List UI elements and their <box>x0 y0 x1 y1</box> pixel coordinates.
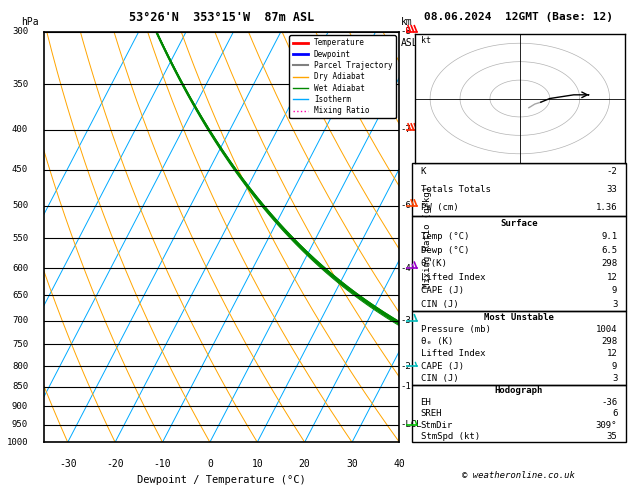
Text: 08.06.2024  12GMT (Base: 12): 08.06.2024 12GMT (Base: 12) <box>425 12 613 22</box>
Bar <box>412 385 626 442</box>
Text: Surface: Surface <box>500 219 538 227</box>
Bar <box>412 163 626 216</box>
Text: Hodograph: Hodograph <box>495 386 543 395</box>
Text: Temp (°C): Temp (°C) <box>421 232 469 241</box>
Text: 9: 9 <box>612 286 617 295</box>
Text: CAPE (J): CAPE (J) <box>421 286 464 295</box>
Text: 9: 9 <box>612 362 617 371</box>
Text: 12: 12 <box>606 349 617 359</box>
Text: 400: 400 <box>12 125 28 134</box>
Text: Mixing Ratio (g/kg): Mixing Ratio (g/kg) <box>423 186 432 288</box>
Text: -3: -3 <box>401 316 411 325</box>
Text: 33: 33 <box>606 185 617 194</box>
Text: 309°: 309° <box>596 420 617 430</box>
Text: km: km <box>401 17 412 28</box>
Text: 1000: 1000 <box>6 438 28 447</box>
Text: 600: 600 <box>12 263 28 273</box>
Text: θₑ (K): θₑ (K) <box>421 337 453 346</box>
Text: -6: -6 <box>401 201 411 210</box>
Bar <box>412 216 626 311</box>
Text: 298: 298 <box>601 337 617 346</box>
Text: 1.36: 1.36 <box>596 203 617 212</box>
Text: EH: EH <box>421 398 431 406</box>
Text: 900: 900 <box>12 402 28 411</box>
Text: kt: kt <box>421 36 431 45</box>
Text: Lifted Index: Lifted Index <box>421 349 485 359</box>
Text: 350: 350 <box>12 80 28 88</box>
Text: -36: -36 <box>601 398 617 406</box>
Text: 550: 550 <box>12 234 28 243</box>
Text: CAPE (J): CAPE (J) <box>421 362 464 371</box>
Text: 0: 0 <box>207 459 213 469</box>
Text: 750: 750 <box>12 340 28 348</box>
Text: 3: 3 <box>612 299 617 309</box>
Text: -2: -2 <box>606 167 617 176</box>
Text: StmSpd (kt): StmSpd (kt) <box>421 432 480 441</box>
Text: PW (cm): PW (cm) <box>421 203 458 212</box>
Text: 12: 12 <box>606 273 617 281</box>
Text: CIN (J): CIN (J) <box>421 374 458 383</box>
Bar <box>412 311 626 385</box>
Text: 20: 20 <box>299 459 311 469</box>
Text: θₑ(K): θₑ(K) <box>421 259 447 268</box>
Text: -8: -8 <box>401 27 411 36</box>
Text: -4: -4 <box>401 263 411 273</box>
Text: 10: 10 <box>252 459 263 469</box>
Text: 53°26'N  353°15'W  87m ASL: 53°26'N 353°15'W 87m ASL <box>129 11 314 23</box>
Text: hPa: hPa <box>21 17 38 28</box>
Text: 650: 650 <box>12 291 28 300</box>
Text: 700: 700 <box>12 316 28 325</box>
Text: 800: 800 <box>12 362 28 371</box>
Text: -2: -2 <box>401 362 411 371</box>
Text: Lifted Index: Lifted Index <box>421 273 485 281</box>
Text: Totals Totals: Totals Totals <box>421 185 491 194</box>
Text: -LCL: -LCL <box>401 420 422 429</box>
Text: © weatheronline.co.uk: © weatheronline.co.uk <box>462 471 576 480</box>
Text: 450: 450 <box>12 165 28 174</box>
Text: 3: 3 <box>612 374 617 383</box>
Text: 6: 6 <box>612 409 617 418</box>
Text: Dewp (°C): Dewp (°C) <box>421 245 469 255</box>
Text: -30: -30 <box>59 459 77 469</box>
Text: StmDir: StmDir <box>421 420 453 430</box>
Text: 9.1: 9.1 <box>601 232 617 241</box>
Text: -1: -1 <box>401 382 411 391</box>
Text: 850: 850 <box>12 382 28 391</box>
Text: -7: -7 <box>401 125 411 134</box>
Text: Pressure (mb): Pressure (mb) <box>421 325 491 334</box>
Text: Most Unstable: Most Unstable <box>484 312 554 322</box>
Text: Dewpoint / Temperature (°C): Dewpoint / Temperature (°C) <box>137 475 306 485</box>
Text: CIN (J): CIN (J) <box>421 299 458 309</box>
Legend: Temperature, Dewpoint, Parcel Trajectory, Dry Adiabat, Wet Adiabat, Isotherm, Mi: Temperature, Dewpoint, Parcel Trajectory… <box>289 35 396 118</box>
Text: 300: 300 <box>12 27 28 36</box>
Text: 950: 950 <box>12 420 28 429</box>
Text: 30: 30 <box>346 459 358 469</box>
Text: K: K <box>421 167 426 176</box>
Text: ASL: ASL <box>401 38 418 48</box>
Text: SREH: SREH <box>421 409 442 418</box>
Text: 40: 40 <box>394 459 405 469</box>
Text: 500: 500 <box>12 201 28 210</box>
Text: 298: 298 <box>601 259 617 268</box>
Text: 1004: 1004 <box>596 325 617 334</box>
Text: 35: 35 <box>606 432 617 441</box>
Text: 6.5: 6.5 <box>601 245 617 255</box>
Text: -10: -10 <box>153 459 171 469</box>
Text: -20: -20 <box>106 459 124 469</box>
